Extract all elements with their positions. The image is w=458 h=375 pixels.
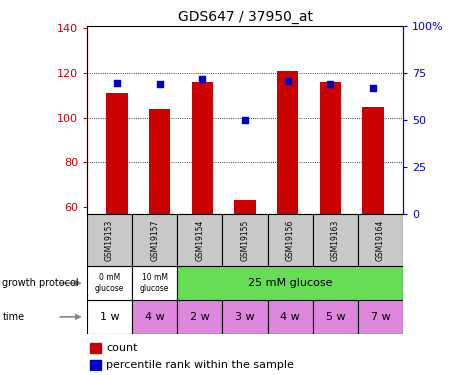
Text: 7 w: 7 w — [371, 312, 390, 322]
Bar — [223, 214, 267, 266]
Bar — [177, 300, 223, 334]
Text: 2 w: 2 w — [190, 312, 210, 322]
Point — [199, 76, 206, 82]
Bar — [223, 300, 267, 334]
Bar — [106, 93, 128, 214]
Text: GSM19163: GSM19163 — [331, 219, 340, 261]
Bar — [358, 214, 403, 266]
Bar — [90, 343, 101, 352]
Text: time: time — [2, 312, 24, 322]
Point — [327, 81, 334, 87]
Point — [370, 85, 377, 91]
Text: 3 w: 3 w — [235, 312, 255, 322]
Text: 0 mM
glucose: 0 mM glucose — [95, 273, 124, 293]
Bar — [87, 300, 132, 334]
Bar — [191, 82, 213, 214]
Bar — [177, 266, 403, 300]
Bar — [313, 214, 358, 266]
Text: growth protocol: growth protocol — [2, 278, 79, 288]
Text: GSM19156: GSM19156 — [286, 219, 294, 261]
Bar — [277, 71, 299, 214]
Bar — [132, 214, 177, 266]
Text: 4 w: 4 w — [280, 312, 300, 322]
Text: 25 mM glucose: 25 mM glucose — [248, 278, 333, 288]
Bar — [234, 200, 256, 214]
Bar — [87, 266, 132, 300]
Bar — [132, 300, 177, 334]
Text: count: count — [106, 343, 137, 353]
Text: GSM19157: GSM19157 — [150, 219, 159, 261]
Text: GSM19154: GSM19154 — [196, 219, 204, 261]
Bar — [90, 360, 101, 370]
Bar — [177, 214, 223, 266]
Bar — [362, 106, 384, 214]
Text: percentile rank within the sample: percentile rank within the sample — [106, 360, 294, 370]
Bar — [132, 266, 177, 300]
Bar — [267, 300, 313, 334]
Text: 1 w: 1 w — [100, 312, 120, 322]
Point — [156, 81, 164, 87]
Bar — [149, 109, 170, 214]
Point — [284, 78, 291, 84]
Bar — [358, 300, 403, 334]
Text: GSM19155: GSM19155 — [240, 219, 250, 261]
Text: GSM19164: GSM19164 — [376, 219, 385, 261]
Bar — [267, 214, 313, 266]
Point — [241, 117, 249, 123]
Text: 10 mM
glucose: 10 mM glucose — [140, 273, 169, 293]
Bar — [320, 82, 341, 214]
Point — [113, 80, 120, 86]
Bar — [313, 300, 358, 334]
Text: 5 w: 5 w — [326, 312, 345, 322]
Title: GDS647 / 37950_at: GDS647 / 37950_at — [178, 10, 312, 24]
Text: 4 w: 4 w — [145, 312, 164, 322]
Text: GSM19153: GSM19153 — [105, 219, 114, 261]
Bar — [87, 214, 132, 266]
